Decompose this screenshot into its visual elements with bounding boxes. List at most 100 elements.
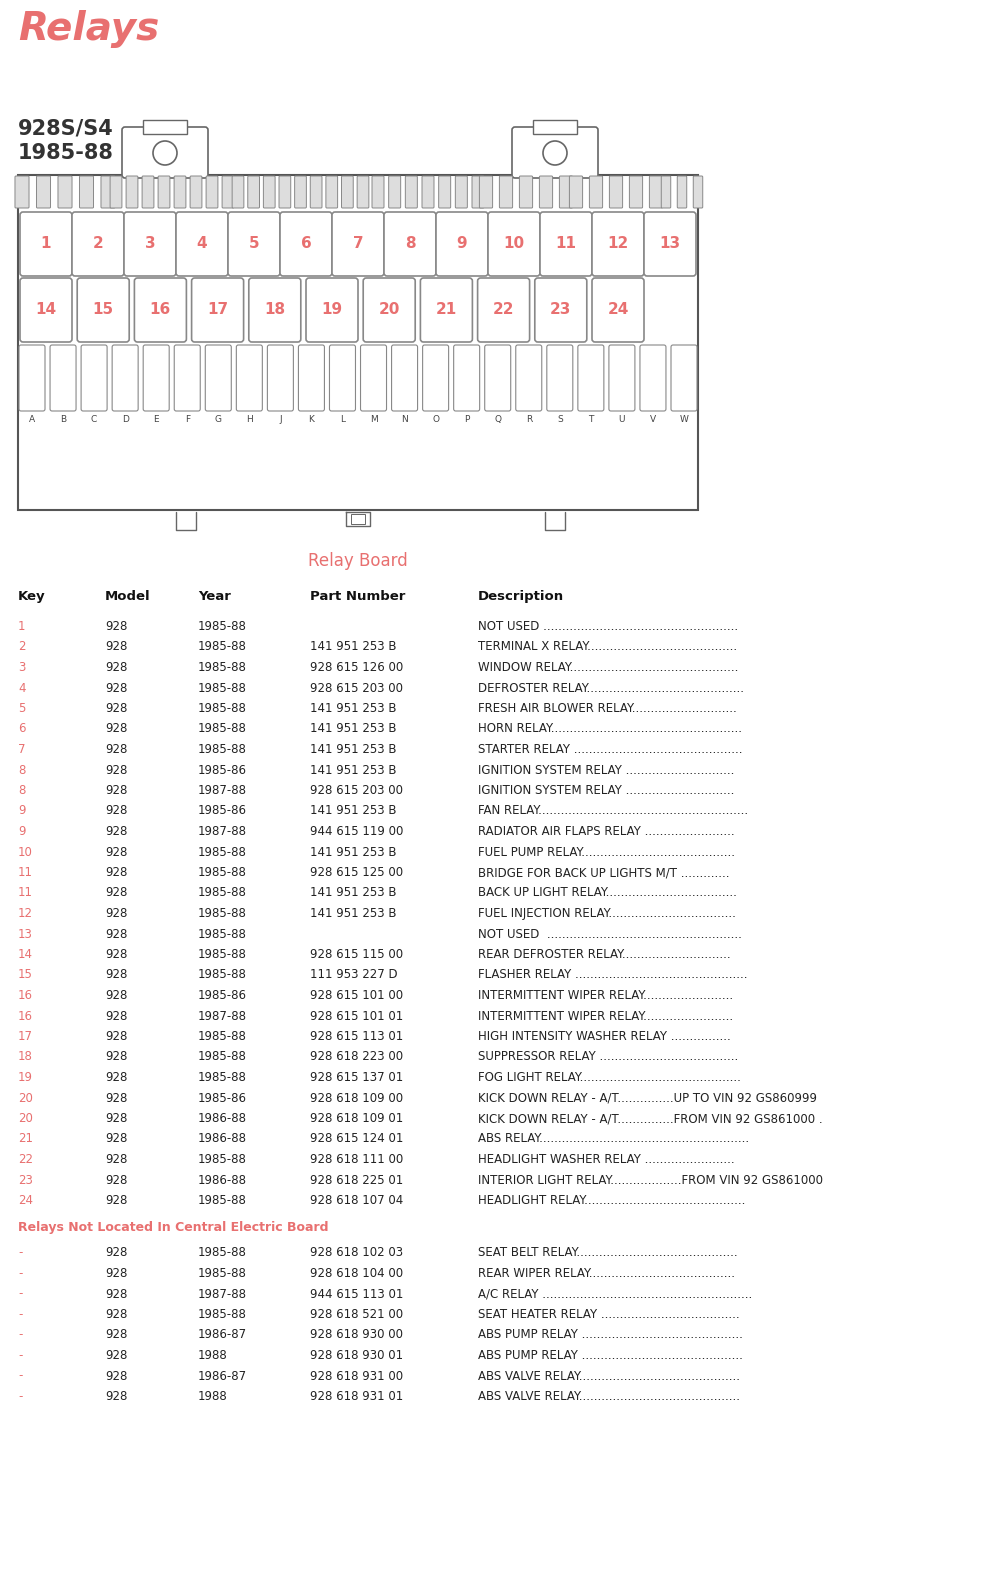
Text: -: - [18, 1350, 22, 1362]
FancyBboxPatch shape [143, 120, 187, 134]
Text: 928: 928 [105, 989, 127, 1002]
Text: 928: 928 [105, 1173, 127, 1186]
Text: 20: 20 [18, 1091, 33, 1104]
Text: 141 951 253 B: 141 951 253 B [310, 805, 396, 817]
Text: 1985-88: 1985-88 [198, 662, 247, 674]
FancyBboxPatch shape [592, 213, 644, 276]
Text: ABS VALVE RELAY...........................................: ABS VALVE RELAY.........................… [478, 1391, 740, 1403]
Text: 928 615 203 00: 928 615 203 00 [310, 682, 403, 695]
Text: 928 615 203 00: 928 615 203 00 [310, 784, 403, 797]
FancyBboxPatch shape [546, 345, 573, 411]
Text: 1985-88: 1985-88 [198, 1266, 247, 1280]
Text: 19: 19 [322, 302, 343, 318]
FancyBboxPatch shape [694, 176, 703, 208]
FancyBboxPatch shape [122, 128, 208, 178]
Text: SUPPRESSOR RELAY .....................................: SUPPRESSOR RELAY .......................… [478, 1051, 738, 1063]
Text: WINDOW RELAY.............................................: WINDOW RELAY............................… [478, 662, 739, 674]
FancyBboxPatch shape [644, 213, 696, 276]
Text: 7: 7 [18, 743, 25, 756]
Text: 141 951 253 B: 141 951 253 B [310, 702, 396, 715]
Text: 928 615 124 01: 928 615 124 01 [310, 1132, 403, 1145]
FancyBboxPatch shape [249, 279, 300, 342]
Text: 928 618 109 00: 928 618 109 00 [310, 1091, 403, 1104]
Text: 1985-88: 1985-88 [198, 928, 247, 940]
FancyBboxPatch shape [610, 176, 623, 208]
FancyBboxPatch shape [422, 345, 449, 411]
FancyBboxPatch shape [405, 176, 417, 208]
Text: N: N [401, 414, 408, 424]
Text: HEADLIGHT WASHER RELAY ........................: HEADLIGHT WASHER RELAY .................… [478, 1153, 735, 1165]
Text: 10: 10 [18, 846, 33, 858]
Text: 928: 928 [105, 907, 127, 920]
Text: ABS VALVE RELAY...........................................: ABS VALVE RELAY.........................… [478, 1370, 740, 1383]
FancyBboxPatch shape [661, 176, 670, 208]
Text: ABS RELAY........................................................: ABS RELAY...............................… [478, 1132, 749, 1145]
Text: 928: 928 [105, 866, 127, 879]
Text: 1985-88: 1985-88 [198, 1030, 247, 1043]
Text: 928: 928 [105, 1307, 127, 1321]
Text: P: P [464, 414, 470, 424]
FancyBboxPatch shape [19, 345, 45, 411]
Text: 23: 23 [550, 302, 572, 318]
Text: 928: 928 [105, 846, 127, 858]
Text: H: H [246, 414, 253, 424]
Text: 1985-88: 1985-88 [198, 907, 247, 920]
Text: 1985-88: 1985-88 [198, 1071, 247, 1084]
Text: Model: Model [105, 591, 150, 603]
FancyBboxPatch shape [158, 176, 170, 208]
Text: 1: 1 [40, 236, 51, 252]
Text: 928: 928 [105, 1010, 127, 1022]
Text: 9: 9 [18, 825, 25, 838]
Text: W: W [679, 414, 688, 424]
Text: 1987-88: 1987-88 [198, 825, 247, 838]
Text: -: - [18, 1266, 22, 1280]
Text: 1985-88: 1985-88 [198, 866, 247, 879]
Text: FOG LIGHT RELAY...........................................: FOG LIGHT RELAY.........................… [478, 1071, 741, 1084]
Text: 1985-88: 1985-88 [198, 682, 247, 695]
Text: 1987-88: 1987-88 [198, 784, 247, 797]
Circle shape [543, 142, 566, 165]
FancyBboxPatch shape [174, 176, 185, 208]
Text: 928: 928 [105, 1391, 127, 1403]
Text: 1985-88: 1985-88 [198, 743, 247, 756]
FancyBboxPatch shape [436, 213, 488, 276]
Text: A: A [29, 414, 35, 424]
Text: HORN RELAY...................................................: HORN RELAY..............................… [478, 723, 742, 736]
Text: 9: 9 [18, 805, 25, 817]
FancyBboxPatch shape [480, 176, 493, 208]
Text: 928: 928 [105, 682, 127, 695]
Text: 928: 928 [105, 743, 127, 756]
Text: 1985-88: 1985-88 [198, 948, 247, 961]
Text: RADIATOR AIR FLAPS RELAY ........................: RADIATOR AIR FLAPS RELAY ...............… [478, 825, 735, 838]
Text: 14: 14 [35, 302, 56, 318]
Text: 20: 20 [379, 302, 400, 318]
Text: TERMINAL X RELAY........................................: TERMINAL X RELAY........................… [478, 641, 737, 654]
Text: 928: 928 [105, 723, 127, 736]
Text: 928: 928 [105, 1194, 127, 1206]
Text: 928: 928 [105, 1246, 127, 1260]
FancyBboxPatch shape [18, 175, 698, 510]
FancyBboxPatch shape [232, 176, 244, 208]
FancyBboxPatch shape [609, 345, 635, 411]
Text: 928: 928 [105, 928, 127, 940]
Text: 928 618 111 00: 928 618 111 00 [310, 1153, 403, 1165]
Text: 4: 4 [18, 682, 25, 695]
Text: 24: 24 [607, 302, 629, 318]
FancyBboxPatch shape [80, 176, 94, 208]
FancyBboxPatch shape [592, 279, 644, 342]
Text: 22: 22 [493, 302, 514, 318]
FancyBboxPatch shape [590, 176, 603, 208]
FancyBboxPatch shape [516, 345, 541, 411]
Text: T: T [589, 414, 594, 424]
Text: 22: 22 [18, 1153, 33, 1165]
Text: -: - [18, 1307, 22, 1321]
Text: 928 618 931 00: 928 618 931 00 [310, 1370, 403, 1383]
FancyBboxPatch shape [206, 345, 231, 411]
Text: 14: 14 [18, 948, 33, 961]
FancyBboxPatch shape [20, 213, 72, 276]
Text: 928 615 126 00: 928 615 126 00 [310, 662, 403, 674]
Text: Relays: Relays [18, 9, 159, 47]
FancyBboxPatch shape [192, 279, 244, 342]
FancyBboxPatch shape [649, 176, 662, 208]
Text: 928 615 137 01: 928 615 137 01 [310, 1071, 403, 1084]
